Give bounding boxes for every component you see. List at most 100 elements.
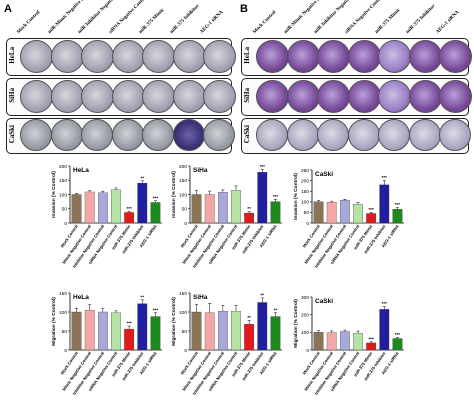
panel-b-label: B (240, 3, 248, 15)
panel-a-well (172, 80, 206, 113)
category-label: Mock Control (179, 224, 198, 249)
bar (137, 303, 148, 351)
category-label: miR-375 Mimic (111, 223, 132, 250)
row-label-hela: HeLa (8, 47, 16, 64)
chart-title: CaSki (315, 298, 333, 305)
y-tick-label: 0 (64, 348, 67, 354)
y-tick-label: 0 (184, 348, 187, 354)
row-label-caski: CaSki (8, 125, 16, 144)
panel-a-well (50, 80, 84, 113)
y-tick-label: 200 (59, 164, 67, 170)
panel-a-well (142, 80, 175, 113)
category-label: Mimic Negative Control (61, 224, 92, 265)
category-label: Inhibitor Negative Control (192, 351, 226, 396)
panel-a-well (111, 119, 144, 151)
significance-label: *** (127, 206, 133, 211)
panel-b-well (286, 119, 319, 151)
category-label: Mock Control (59, 351, 78, 376)
bar (111, 312, 121, 351)
panel-a-column-label: miR-375 Mimic (138, 7, 166, 35)
category-label: siRNA Negative Control (207, 351, 238, 392)
bar (71, 194, 82, 224)
bar (150, 316, 161, 351)
category-label: Mimic Negative Control (303, 351, 334, 392)
panel-b-well (408, 80, 442, 113)
bar (204, 194, 215, 224)
panel-b-well (347, 40, 381, 73)
row-label-siha-b: SiHa (243, 88, 251, 103)
panel-a-well (50, 119, 83, 151)
significance-label: *** (153, 195, 159, 200)
panel-b-well (286, 40, 320, 73)
panel-a-column-label: AEG-1 siRNA (199, 9, 225, 35)
bar (124, 328, 135, 351)
y-tick-label: 0 (64, 221, 67, 227)
y-axis-label: Migration (% Control) (51, 297, 57, 346)
y-tick-label: 100 (179, 192, 187, 198)
panel-b-column-label: miR-375 Mimic (374, 7, 402, 35)
panel-a-well (50, 40, 84, 73)
bar (339, 331, 350, 351)
panel-a-well (111, 80, 145, 113)
category-label: AEG-1 siRNA (380, 351, 399, 376)
panel-b-well (256, 80, 289, 113)
category-label: Mimic Negative Control (181, 351, 212, 392)
chart-title: CaSki (315, 171, 333, 178)
panel-a-well (20, 80, 53, 113)
bar (379, 309, 390, 351)
y-axis-label: Invasion (% Control) (171, 171, 177, 218)
bar (71, 311, 82, 351)
panel-b-well (378, 40, 411, 73)
panel-a-well (81, 119, 113, 151)
bar (392, 338, 403, 351)
category-label: miR-375 Inhibitor (363, 350, 387, 381)
panel-a-well (172, 119, 205, 151)
bar (313, 332, 324, 351)
bar (244, 324, 255, 351)
panel-b-well (347, 80, 381, 113)
bar (231, 311, 241, 351)
bar (353, 204, 363, 224)
category-label: miR-375 Mimic (231, 350, 252, 377)
significance-label: *** (395, 332, 401, 337)
y-tick-label: 150 (59, 291, 67, 297)
y-tick-label: 50 (304, 210, 310, 216)
bar (366, 213, 377, 224)
panel-a-well (81, 80, 114, 113)
category-label: Inhibitor Negative Control (192, 224, 226, 269)
chart-title: HeLa (73, 294, 89, 301)
category-label: miR-375 Inhibitor (241, 223, 265, 254)
bar (392, 209, 403, 224)
category-label: miR-375 Mimic (353, 350, 374, 377)
panel-b-well (378, 80, 411, 113)
bar (111, 189, 121, 224)
y-tick-label: 100 (59, 192, 67, 198)
category-label: Inhibitor Negative Control (72, 224, 106, 269)
y-tick-label: 200 (301, 178, 309, 184)
panel-a-well (142, 40, 175, 73)
category-label: siRNA Negative Control (207, 224, 238, 265)
panel-a-column-label: miR-375 Inhibitor (168, 3, 201, 36)
y-axis-label: Migration (% Control) (171, 297, 177, 346)
y-tick-label: 150 (179, 178, 187, 184)
y-tick-label: 0 (306, 348, 309, 354)
bar (270, 201, 281, 224)
bar (204, 312, 215, 351)
y-axis-label: Invasion (% Control) (51, 171, 57, 218)
category-label: Mock Control (301, 351, 320, 376)
category-label: miR-375 Mimic (231, 223, 252, 250)
bar (339, 199, 350, 224)
y-tick-label: 100 (301, 200, 309, 206)
bar (353, 333, 363, 351)
bar (191, 194, 202, 224)
bar (257, 302, 268, 351)
chart-title: HeLa (73, 167, 89, 174)
panel-b-well (439, 119, 471, 151)
y-tick-label: 50 (62, 329, 68, 335)
y-tick-label: 50 (62, 207, 68, 213)
panel-b-well (439, 40, 472, 73)
significance-label: ** (274, 307, 278, 312)
category-label: AEG-1 siRNA (138, 224, 157, 249)
category-label: AEG-1 siRNA (258, 224, 277, 249)
category-label: siRNA Negative Control (87, 224, 118, 265)
